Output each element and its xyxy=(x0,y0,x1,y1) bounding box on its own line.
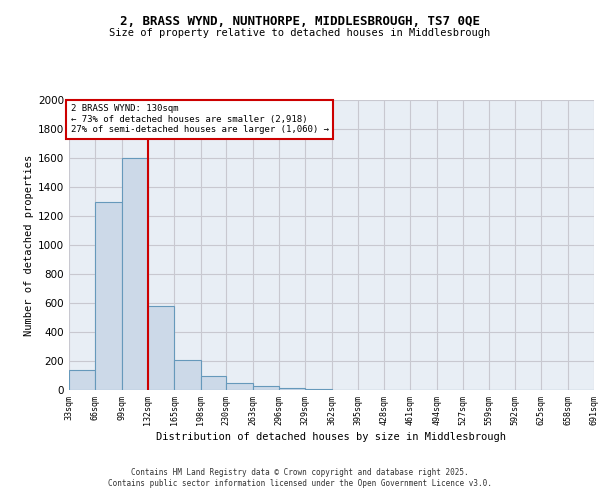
Bar xyxy=(200,376,226,390)
Bar xyxy=(253,386,279,390)
Bar xyxy=(175,360,200,390)
Bar xyxy=(148,306,175,390)
Bar xyxy=(122,158,148,390)
Text: Contains HM Land Registry data © Crown copyright and database right 2025.
Contai: Contains HM Land Registry data © Crown c… xyxy=(108,468,492,487)
Text: 2, BRASS WYND, NUNTHORPE, MIDDLESBROUGH, TS7 0QE: 2, BRASS WYND, NUNTHORPE, MIDDLESBROUGH,… xyxy=(120,15,480,28)
X-axis label: Distribution of detached houses by size in Middlesbrough: Distribution of detached houses by size … xyxy=(157,432,506,442)
Text: 2 BRASS WYND: 130sqm
← 73% of detached houses are smaller (2,918)
27% of semi-de: 2 BRASS WYND: 130sqm ← 73% of detached h… xyxy=(71,104,329,134)
Bar xyxy=(95,202,122,390)
Text: Size of property relative to detached houses in Middlesbrough: Size of property relative to detached ho… xyxy=(109,28,491,38)
Bar xyxy=(69,370,95,390)
Y-axis label: Number of detached properties: Number of detached properties xyxy=(24,154,34,336)
Bar xyxy=(226,383,253,390)
Bar xyxy=(279,388,305,390)
